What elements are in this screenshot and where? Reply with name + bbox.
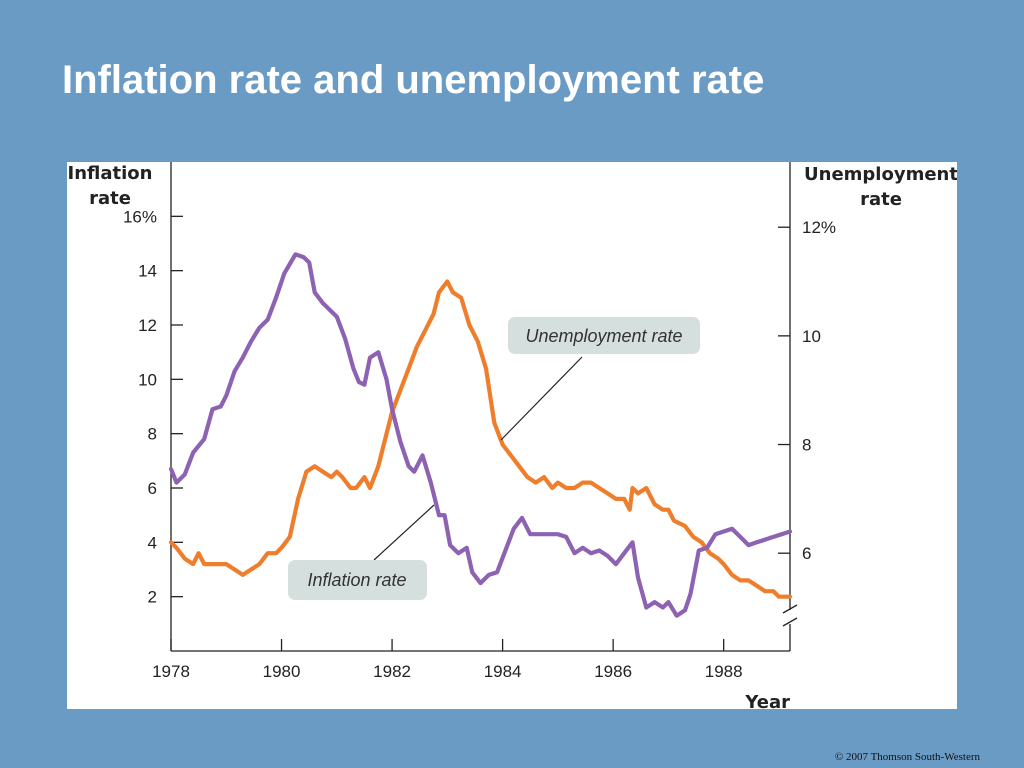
left-axis-title-line2: rate bbox=[89, 188, 131, 209]
series-lines bbox=[168, 252, 793, 618]
inflation-rate-line bbox=[168, 252, 793, 618]
x-tick-label: 1988 bbox=[705, 662, 743, 681]
unemployment-rate-line bbox=[168, 279, 793, 599]
right-tick-label: 10 bbox=[802, 327, 821, 346]
left-tick-label: 8 bbox=[148, 425, 157, 444]
axis-ticks: 2 4 6 8 10 12 14 16% 6 8 10 12% 1978 1980 1982 1984 1986… bbox=[123, 207, 836, 681]
right-axis-break-mark-1 bbox=[782, 604, 798, 614]
inflation-callout-label: Inflation rate bbox=[307, 570, 406, 590]
left-tick-label: 2 bbox=[148, 588, 157, 607]
left-tick-label: 14 bbox=[138, 262, 157, 281]
unemployment-callout-leader bbox=[500, 356, 583, 441]
left-tick-label: 16% bbox=[123, 207, 157, 226]
left-tick-label: 6 bbox=[148, 479, 157, 498]
left-axis-title-line1: Inflation bbox=[68, 163, 153, 184]
copyright-notice: © 2007 Thomson South-Western bbox=[834, 751, 980, 763]
right-axis-title-line2: rate bbox=[860, 189, 902, 210]
x-tick-label: 1986 bbox=[594, 662, 632, 681]
right-tick-label: 6 bbox=[802, 544, 811, 563]
right-axis-break-mark-2 bbox=[782, 617, 798, 627]
slide-title: Inflation rate and unemployment rate bbox=[62, 58, 765, 102]
chart-panel: Inflation rate Unemployment rate Year 2 4… bbox=[67, 162, 957, 709]
unemployment-callout-label: Unemployment rate bbox=[525, 326, 682, 346]
x-tick-label: 1982 bbox=[373, 662, 411, 681]
inflation-callout-leader bbox=[373, 504, 435, 561]
left-tick-label: 4 bbox=[148, 533, 157, 552]
x-tick-label: 1984 bbox=[484, 662, 522, 681]
dual-axis-line-chart: Inflation rate Unemployment rate Year 2 4… bbox=[68, 162, 957, 709]
inflation-callout-box bbox=[288, 560, 427, 600]
right-tick-label: 8 bbox=[802, 436, 811, 455]
left-tick-label: 12 bbox=[138, 316, 157, 335]
x-tick-label: 1980 bbox=[263, 662, 301, 681]
x-tick-label: 1978 bbox=[152, 662, 190, 681]
right-tick-label: 12% bbox=[802, 218, 836, 237]
unemployment-callout-box bbox=[508, 317, 700, 354]
right-axis-title-line1: Unemployment bbox=[804, 164, 957, 185]
left-tick-label: 10 bbox=[138, 370, 157, 389]
x-axis-title: Year bbox=[744, 692, 790, 709]
